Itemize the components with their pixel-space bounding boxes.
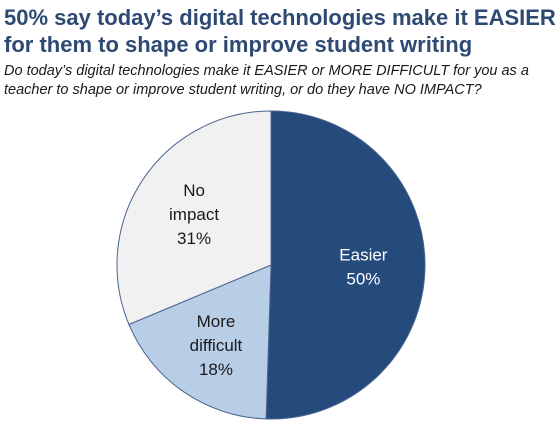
chart-subtitle: Do today’s digital technologies make it … [4, 62, 556, 100]
pie-slice-label-1: Easier 50% [339, 245, 388, 288]
pie-slice-label-line: More [197, 312, 236, 331]
pie-slice-label-3: No impact 31% [169, 181, 219, 248]
pie-slice-label-line: 18% [199, 360, 233, 379]
pie-slice-1 [265, 110, 426, 420]
chart-subtitle-line-2: teacher to shape or improve student writ… [4, 82, 482, 98]
pie-slice-2 [128, 264, 272, 420]
chart-title-line-2: for them to shape or improve student wri… [4, 32, 473, 57]
chart-title-line-1: 50% say today’s digital technologies mak… [4, 5, 556, 30]
pie-slice-label-line: 50% [346, 269, 380, 288]
pie-slice-label-line: No [183, 181, 205, 200]
chart-title: 50% say today’s digital technologies mak… [4, 4, 556, 58]
pie-slices [116, 110, 426, 420]
pie-slice-label-line: Easier [339, 245, 388, 264]
chart-subtitle-line-1: Do today’s digital technologies make it … [4, 63, 529, 79]
pie-slice-label-line: 31% [177, 229, 211, 248]
pie-slice-label-line: difficult [190, 336, 243, 355]
pie-slice-label-line: impact [169, 205, 219, 224]
pie-labels: Easier 50% More difficult 18% No impact 31% [169, 181, 388, 379]
pie-slice-label-2: More difficult 18% [190, 312, 243, 379]
pie-slice-3 [116, 110, 272, 326]
